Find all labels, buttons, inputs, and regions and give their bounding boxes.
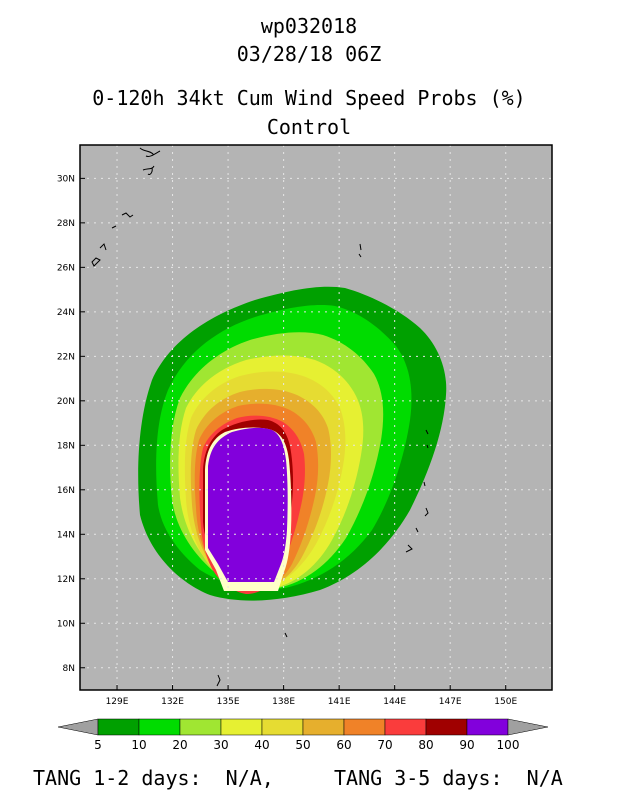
coastline-kyushu xyxy=(139,147,161,175)
colorbar-label: 90 xyxy=(459,738,474,752)
colorbar-label: 40 xyxy=(254,738,269,752)
colorbar-label: 100 xyxy=(497,738,520,752)
colorbar: 5 10 20 30 40 50 60 70 80 90 100 xyxy=(57,718,549,752)
grid-lines xyxy=(80,145,552,690)
colorbar-label: 50 xyxy=(295,738,310,752)
colorbar-label: 30 xyxy=(213,738,228,752)
lat-tick-label: 8N xyxy=(63,664,75,674)
datetime-title: 03/28/18 06Z xyxy=(236,42,382,66)
run-title: Control xyxy=(266,115,352,139)
lon-tick-label: 150E xyxy=(494,697,517,707)
lon-tick-label: 132E xyxy=(161,697,184,707)
coastline-marianas xyxy=(405,429,429,553)
lat-tick-label: 10N xyxy=(57,619,75,629)
lon-ticks: 129E 132E 135E 138E 141E 144E 147E 150E xyxy=(106,685,517,707)
lat-ticks: 8N 10N 12N 14N 16N 18N 20N 22N 24N 26N 28N 30N xyxy=(57,174,85,674)
lat-tick-label: 26N xyxy=(57,263,75,273)
lat-tick-label: 22N xyxy=(57,352,75,362)
lat-tick-label: 18N xyxy=(57,441,75,451)
lat-tick-label: 20N xyxy=(57,397,75,407)
colorbar-bin xyxy=(220,718,263,736)
colorbar-label: 5 xyxy=(94,738,102,752)
product-title: 0-120h 34kt Cum Wind Speed Probs (%) xyxy=(92,86,526,110)
colorbar-bin xyxy=(302,718,345,736)
colorbar-bin xyxy=(97,718,140,736)
colorbar-label: 20 xyxy=(172,738,187,752)
lat-tick-label: 28N xyxy=(57,219,75,229)
lat-tick-label: 30N xyxy=(57,174,75,184)
colorbar-label: 70 xyxy=(377,738,392,752)
lat-tick-label: 14N xyxy=(57,530,75,540)
lon-tick-label: 129E xyxy=(106,697,129,707)
tang-3-5-days: TANG 3-5 days: N/A xyxy=(334,766,563,790)
colorbar-under-arrow xyxy=(57,718,99,736)
lon-tick-label: 138E xyxy=(272,697,295,707)
contour-90-core xyxy=(208,427,288,582)
colorbar-label: 60 xyxy=(336,738,351,752)
coastline-ryukyu xyxy=(91,212,134,267)
colorbar-bin xyxy=(138,718,181,736)
lon-tick-label: 135E xyxy=(217,697,240,707)
map-frame xyxy=(79,144,553,691)
colorbar-bin xyxy=(343,718,386,736)
lon-tick-label: 147E xyxy=(439,697,462,707)
tang-1-2-days: TANG 1-2 days: N/A, xyxy=(33,766,274,790)
colorbar-bin xyxy=(261,718,304,736)
colorbar-label: 80 xyxy=(418,738,433,752)
lon-tick-label: 144E xyxy=(383,697,406,707)
storm-id-title: wp032018 xyxy=(260,14,358,38)
coastline-palau xyxy=(216,632,288,687)
colorbar-label: 10 xyxy=(131,738,146,752)
lat-tick-label: 12N xyxy=(57,575,75,585)
colorbar-bin xyxy=(179,718,222,736)
colorbar-bin xyxy=(425,718,468,736)
probability-contours xyxy=(138,286,447,601)
colorbar-over-arrow xyxy=(507,718,549,736)
lat-tick-label: 16N xyxy=(57,486,75,496)
coastline-bonin xyxy=(358,243,362,258)
colorbar-bin xyxy=(466,718,509,736)
coastlines xyxy=(91,147,429,687)
colorbar-bin xyxy=(384,718,427,736)
lat-tick-label: 24N xyxy=(57,308,75,318)
lon-tick-label: 141E xyxy=(328,697,351,707)
